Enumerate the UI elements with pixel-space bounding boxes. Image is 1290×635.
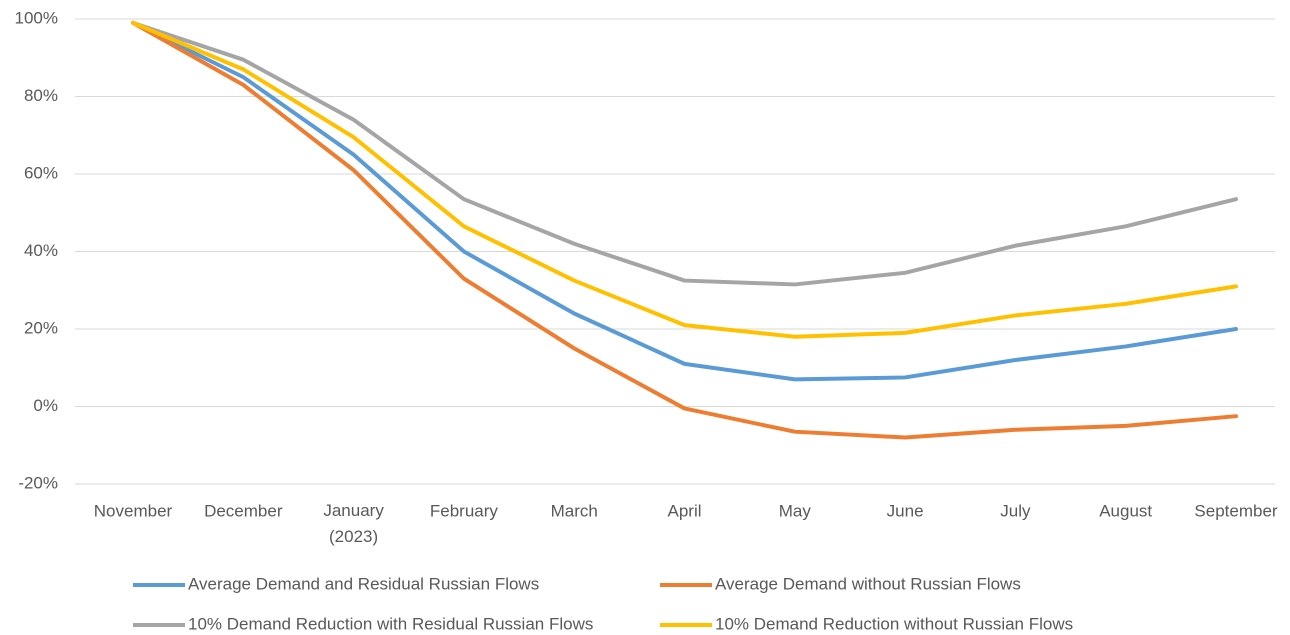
y-tick-label: 40% <box>24 241 58 260</box>
y-tick-label: 80% <box>24 86 58 105</box>
legend-label: 10% Demand Reduction with Residual Russi… <box>188 614 593 633</box>
x-tick-label: November <box>94 501 173 520</box>
x-tick-label: January (2023) <box>323 501 384 546</box>
y-tick-label: 0% <box>33 396 58 415</box>
x-tick-label: August <box>1099 501 1152 520</box>
x-tick-label: April <box>667 501 701 520</box>
series-line <box>131 20 1238 287</box>
x-tick-label: July <box>1000 501 1031 520</box>
series-line <box>131 20 1238 339</box>
x-tick-label: September <box>1194 501 1277 520</box>
x-tick-label: June <box>887 501 924 520</box>
y-tick-label: -20% <box>18 473 58 492</box>
x-tick-label: March <box>551 501 598 520</box>
legend-label: Average Demand without Russian Flows <box>715 574 1021 593</box>
y-tick-label: 60% <box>24 163 58 182</box>
x-tick-label: February <box>430 501 499 520</box>
x-tick-label: May <box>779 501 812 520</box>
legend-label: 10% Demand Reduction without Russian Flo… <box>715 614 1073 633</box>
series-line <box>131 20 1238 440</box>
x-tick-label: December <box>204 501 283 520</box>
legend-label: Average Demand and Residual Russian Flow… <box>188 574 539 593</box>
y-tick-label: 20% <box>24 318 58 337</box>
series-line <box>131 20 1238 382</box>
y-tick-label: 100% <box>15 8 58 27</box>
